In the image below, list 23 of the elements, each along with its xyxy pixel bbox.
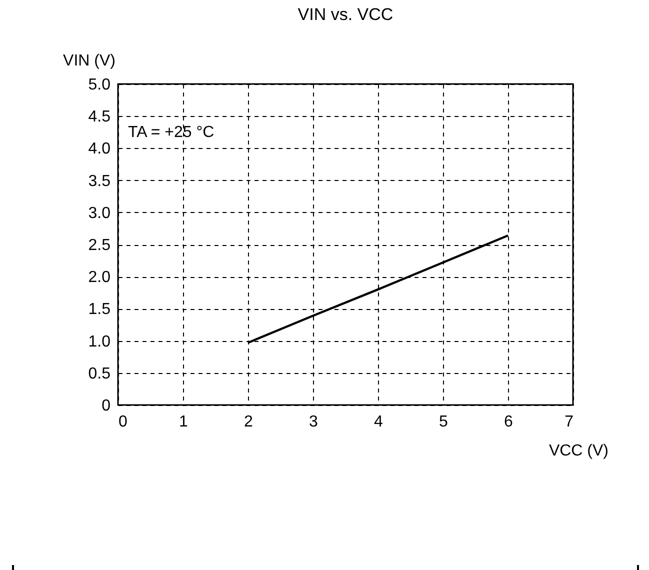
x-tick-label: 5 [439,414,448,430]
y-tick-label: 0.5 [88,365,111,382]
annotation: TA = +25 °C [128,124,214,141]
x-tick-label: 1 [179,414,188,430]
x-tick-label: 7 [564,414,574,430]
x-tick-label: 3 [309,414,318,430]
y-tick-label: 1.0 [88,333,111,350]
y-axis-title: VIN (V) [63,52,116,70]
y-tick-label: 3.5 [88,172,111,190]
x-tick-label: 2 [244,414,254,430]
x-tick-label: 0 [118,414,128,430]
y-tick-label: 5.0 [88,76,111,94]
y-tick-label: 4.5 [88,108,111,126]
y-tick-label: 2.0 [88,269,111,286]
chart-title: VIN vs. VCC [298,5,394,24]
y-tick-label: 1.5 [88,301,111,318]
y-tick-label: 2.5 [88,237,111,254]
y-tick-label: 4.0 [88,140,111,158]
x-tick-label: 4 [374,414,384,430]
y-tick-label: 3.0 [88,204,111,222]
x-axis-title: VCC (V) [548,442,608,460]
x-tick-label: 6 [504,414,514,430]
y-tick-label: 0 [102,398,111,414]
